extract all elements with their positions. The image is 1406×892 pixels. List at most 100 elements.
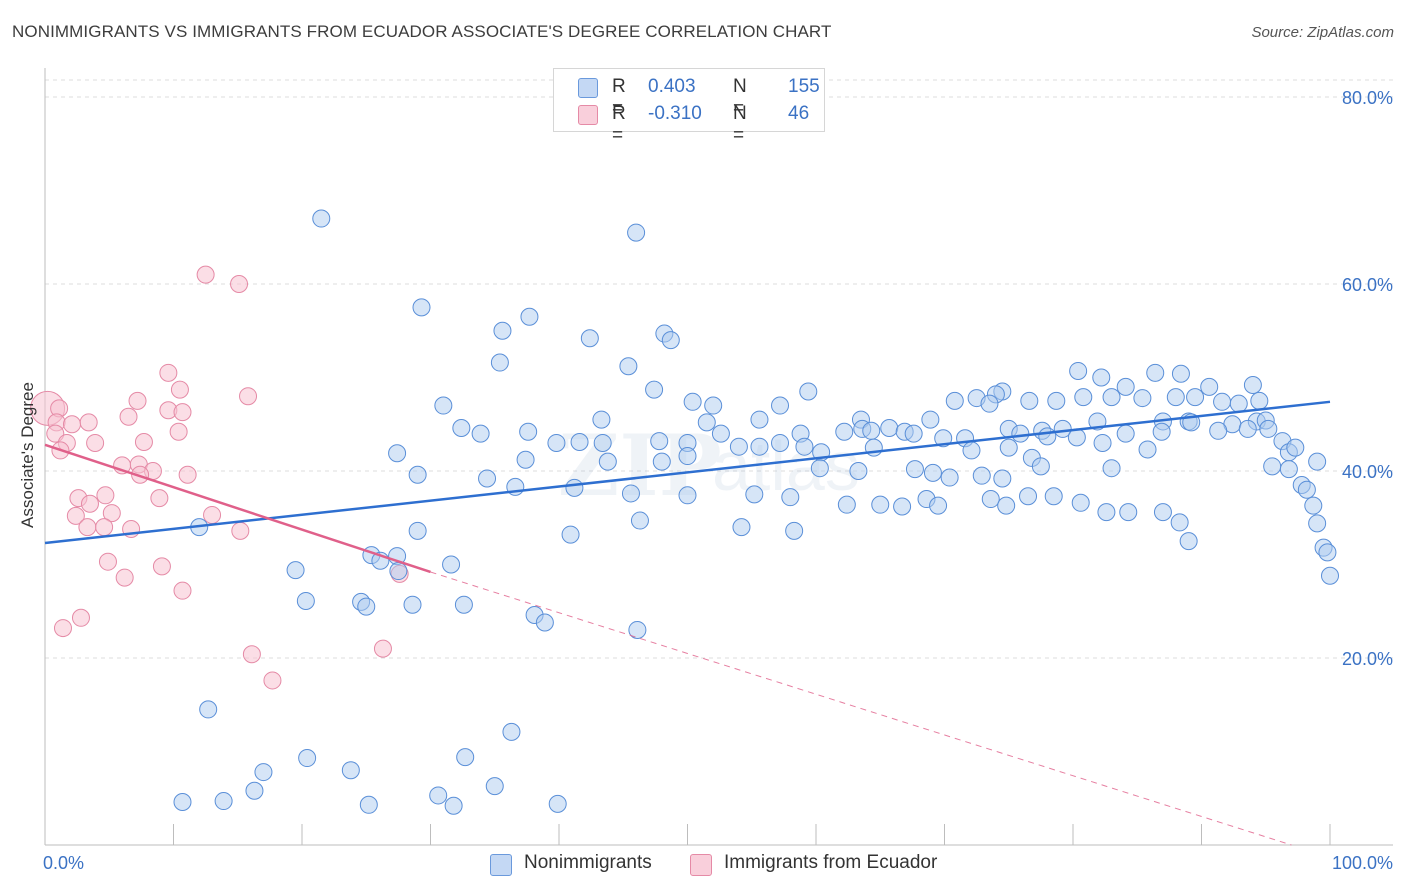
legend-n-value: 46 [788, 103, 810, 124]
nonimmigrants-point [478, 469, 497, 488]
nonimmigrants-point [771, 433, 790, 452]
nonimmigrants-point [1047, 391, 1066, 410]
nonimmigrants-point [1286, 438, 1305, 457]
nonimmigrants-point [652, 452, 671, 471]
nonimmigrants-point [1031, 457, 1050, 476]
nonimmigrants-point [214, 792, 233, 811]
nonimmigrants-point [548, 794, 567, 813]
nonimmigrants-point [1116, 377, 1135, 396]
grid-lines [45, 79, 1393, 659]
nonimmigrants-point [1119, 503, 1138, 522]
nonimmigrants-point [357, 597, 376, 616]
nonimmigrants-point [627, 223, 646, 242]
nonimmigrants-point [871, 495, 890, 514]
nonimmigrants-point [408, 521, 427, 540]
nonimmigrants-point [593, 433, 612, 452]
immigrants-point [373, 639, 392, 658]
nonimmigrants-point [880, 418, 899, 437]
legend-r-value: 0.403 [648, 76, 696, 97]
immigrants-point [128, 391, 147, 410]
nonimmigrants-point [1171, 364, 1190, 383]
x-tick-label: 100.0% [1332, 853, 1393, 873]
nonimmigrants-point [1102, 388, 1121, 407]
nonimmigrants-point [516, 450, 535, 469]
nonimmigrants-point [661, 331, 680, 350]
nonimmigrants-point [1053, 419, 1072, 438]
nonimmigrants-point [980, 394, 999, 413]
immigrants-point [170, 380, 189, 399]
immigrants-point [95, 518, 114, 537]
bottom-legend-swatch-blue [490, 854, 512, 876]
nonimmigrants-point [434, 396, 453, 415]
legend-swatch-blue [578, 78, 598, 98]
immigrants-point [159, 363, 178, 382]
immigrants-point [71, 608, 90, 627]
nonimmigrants-point [981, 490, 1000, 509]
nonimmigrants-point [745, 485, 764, 504]
immigrants-point [173, 403, 192, 422]
nonimmigrants-point [1138, 440, 1157, 459]
nonimmigrants-point [341, 761, 360, 780]
nonimmigrants-point [1238, 419, 1257, 438]
nonimmigrants-point [997, 496, 1016, 515]
immigrants-point [131, 465, 150, 484]
nonimmigrants-point [972, 466, 991, 485]
nonimmigrants-point [645, 380, 664, 399]
nonimmigrants-point [893, 497, 912, 516]
legend-r-label: R = [612, 103, 626, 146]
nonimmigrants-point [444, 796, 463, 815]
nonimmigrants-point [993, 469, 1012, 488]
nonimmigrants-point [704, 396, 723, 415]
bottom-legend-label: Immigrants from Ecuador [724, 852, 938, 873]
nonimmigrants-point [286, 561, 305, 580]
axes [44, 68, 1393, 846]
nonimmigrants-point [771, 396, 790, 415]
nonimmigrants-point [1297, 480, 1316, 499]
immigrants-point [169, 422, 188, 441]
x-tick-label: 0.0% [43, 853, 84, 873]
nonimmigrants-point [678, 486, 697, 505]
immigrants-point [62, 415, 81, 434]
nonimmigrants-point [921, 410, 940, 429]
immigrants-point [150, 489, 169, 508]
nonimmigrants-point [471, 424, 490, 443]
immigrants-point [231, 521, 250, 540]
nonimmigrants-point [1146, 363, 1165, 382]
bottom-legend-swatch-pink [690, 854, 712, 876]
nonimmigrants-point [408, 465, 427, 484]
nonimmigrants-point [502, 722, 521, 741]
nonimmigrants-point [945, 391, 964, 410]
legend-n-label: N = [733, 76, 747, 119]
nonimmigrants-point [1044, 487, 1063, 506]
nonimmigrants-point [837, 495, 856, 514]
nonimmigrants-point [781, 488, 800, 507]
immigrants-point [98, 552, 117, 571]
nonimmigrants-point [1038, 427, 1057, 446]
nonimmigrants-point [490, 353, 509, 372]
nonimmigrants-point [697, 413, 716, 432]
nonimmigrants-trend-line [44, 400, 1331, 545]
nonimmigrants-point [810, 459, 829, 478]
nonimmigrants-point [1074, 388, 1093, 407]
immigrants-point [53, 619, 72, 638]
watermark-zip: ZIP [558, 416, 722, 515]
y-tick-label: 60.0% [1342, 275, 1393, 295]
source-label: Source: ZipAtlas.com [1251, 24, 1394, 41]
nonimmigrants-point [519, 422, 538, 441]
nonimmigrants-point [1153, 503, 1172, 522]
legend-n-value: 155 [788, 76, 820, 97]
nonimmigrants-point [835, 422, 854, 441]
nonimmigrants-point [1321, 566, 1339, 585]
immigrants-point [263, 671, 282, 690]
nonimmigrants-point [799, 382, 818, 401]
nonimmigrants-point [312, 209, 331, 228]
legend-r-label: R = [612, 76, 626, 119]
nonimmigrants-point [485, 777, 504, 796]
legend-n-label: N = [733, 103, 747, 146]
nonimmigrants-point [1116, 424, 1135, 443]
nonimmigrants-point [750, 410, 769, 429]
tick-labels: 20.0% 40.0% 60.0% 80.0% 0.0% 100.0% [43, 88, 1393, 873]
nonimmigrants-point [1152, 422, 1171, 441]
nonimmigrants-point [580, 329, 599, 348]
immigrants-point [86, 433, 105, 452]
